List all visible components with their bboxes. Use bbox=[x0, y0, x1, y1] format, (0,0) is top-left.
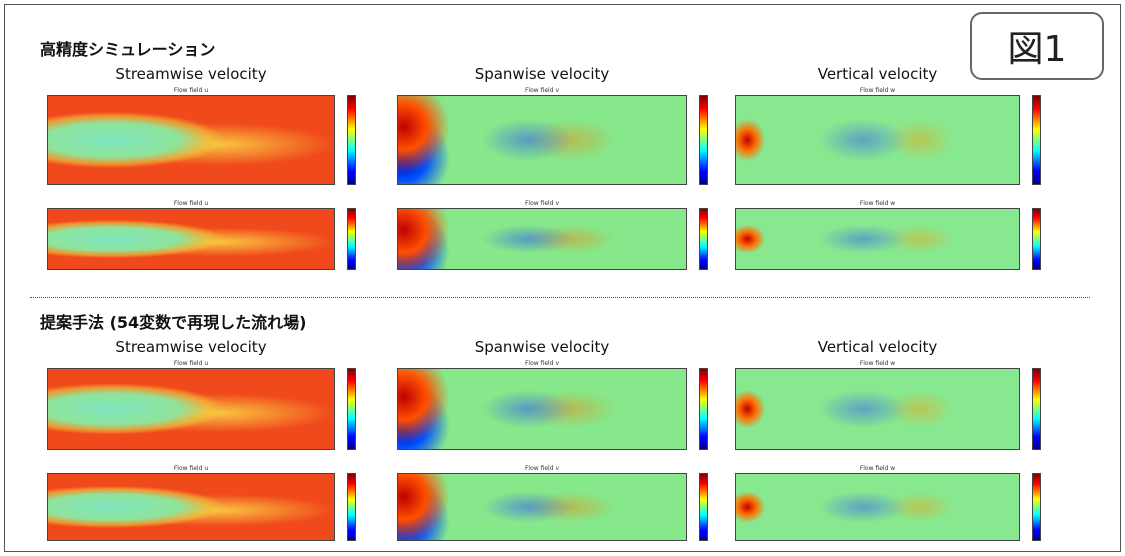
column-title: Streamwise velocity bbox=[115, 338, 267, 356]
panel-title: Flow field u bbox=[173, 465, 209, 472]
flow-field bbox=[397, 473, 687, 541]
panel-title: Flow field u bbox=[173, 200, 209, 207]
colorbar bbox=[347, 368, 356, 450]
column-title: Spanwise velocity bbox=[474, 65, 610, 83]
panel-title: Flow field v bbox=[524, 360, 559, 367]
panel-title: Flow field v bbox=[524, 465, 559, 472]
column-title: Streamwise velocity bbox=[115, 65, 267, 83]
flow-field bbox=[47, 368, 335, 450]
colorbar bbox=[699, 95, 708, 185]
colorbar bbox=[699, 208, 708, 270]
flow-field bbox=[397, 95, 687, 185]
panel-title: Flow field w bbox=[859, 360, 896, 367]
frame bbox=[4, 4, 1121, 552]
colorbar bbox=[347, 473, 356, 541]
section-title: 提案手法 (54変数で再現した流れ場) bbox=[40, 313, 307, 332]
panel-title: Flow field u bbox=[173, 87, 209, 94]
flow-field bbox=[397, 208, 687, 270]
panel-title: Flow field w bbox=[859, 465, 896, 472]
panel-title: Flow field v bbox=[524, 200, 559, 207]
flow-field bbox=[47, 208, 335, 270]
colorbar bbox=[347, 208, 356, 270]
colorbar bbox=[1032, 208, 1041, 270]
figure-badge: 図1 bbox=[970, 12, 1104, 80]
colorbar bbox=[1032, 473, 1041, 541]
flow-field bbox=[397, 368, 687, 450]
flow-field bbox=[47, 95, 335, 185]
colorbar bbox=[699, 473, 708, 541]
flow-field bbox=[735, 95, 1020, 185]
column-title: Spanwise velocity bbox=[474, 338, 610, 356]
colorbar bbox=[1032, 368, 1041, 450]
flow-field bbox=[47, 473, 335, 541]
column-title: Vertical velocity bbox=[817, 65, 938, 83]
flow-field bbox=[735, 208, 1020, 270]
flow-field bbox=[735, 368, 1020, 450]
section-title: 高精度シミュレーション bbox=[40, 40, 216, 59]
column-title: Vertical velocity bbox=[817, 338, 938, 356]
panel-title: Flow field u bbox=[173, 360, 209, 367]
panel-title: Flow field v bbox=[524, 87, 559, 94]
panel-title: Flow field w bbox=[859, 200, 896, 207]
colorbar bbox=[699, 368, 708, 450]
flow-field bbox=[735, 473, 1020, 541]
colorbar bbox=[347, 95, 356, 185]
colorbar bbox=[1032, 95, 1041, 185]
separator bbox=[30, 297, 1090, 298]
panel-title: Flow field w bbox=[859, 87, 896, 94]
